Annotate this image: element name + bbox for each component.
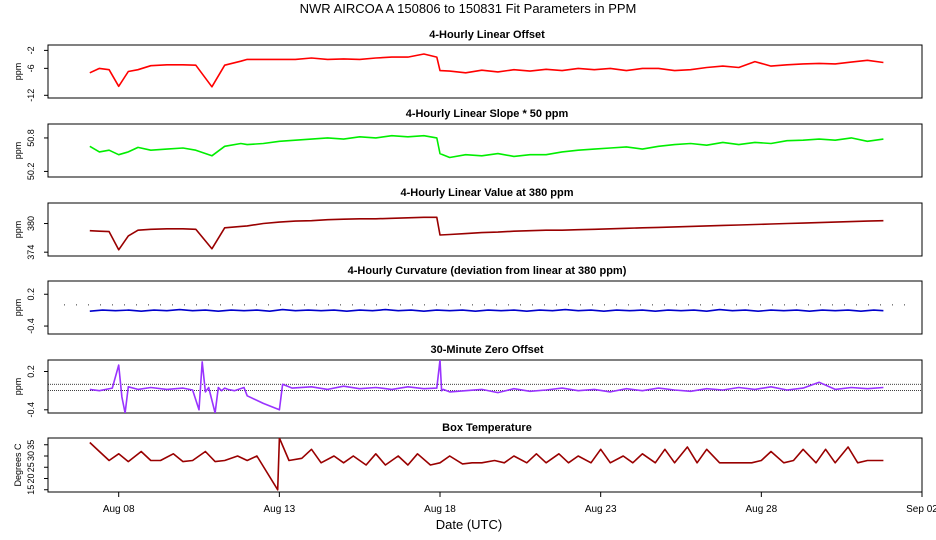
y-tick-label-temp: 35 (26, 440, 36, 450)
y-tick-label-temp: 30 (26, 451, 36, 461)
y-tick-label-temp: 15 (26, 485, 36, 495)
y-tick-label-slope: 50.2 (26, 163, 36, 181)
panel-frame-value (47, 202, 923, 257)
y-axis-label-zero: ppm (13, 378, 23, 396)
y-axis-label-curvature: ppm (13, 299, 23, 317)
y-tick-label-offset: -2 (26, 46, 36, 54)
panel-frame-temp (47, 437, 923, 493)
y-axis-label-slope: ppm (13, 142, 23, 160)
panel-title-offset: 4-Hourly Linear Offset (429, 29, 545, 41)
y-tick-label-zero: -0.4 (26, 402, 36, 418)
x-tick-label: Sep 02 (906, 504, 936, 515)
x-tick-label: Aug 08 (103, 504, 135, 515)
panel-title-zero: 30-Minute Zero Offset (430, 344, 543, 356)
series-line-slope (89, 134, 884, 159)
y-tick-label-offset: -6 (26, 64, 36, 72)
x-tick-label: Aug 18 (424, 504, 456, 515)
y-axis-label-value: ppm (13, 221, 23, 239)
series-line-curvature (89, 308, 884, 313)
y-tick-label-curvature: -0.4 (26, 318, 36, 334)
y-tick-label-zero: 0.2 (26, 365, 36, 378)
series-line-temp (89, 438, 884, 491)
y-tick-label-value: 374 (26, 245, 36, 260)
panel-frame-slope (47, 123, 923, 178)
panel-frame-offset (47, 44, 923, 99)
y-axis-label-offset: ppm (13, 63, 23, 81)
panel-frame-zero (47, 359, 923, 414)
y-tick-label-temp: 20 (26, 473, 36, 483)
panel-title-value: 4-Hourly Linear Value at 380 ppm (400, 187, 573, 199)
series-line-zero (89, 360, 884, 413)
x-tick-label: Aug 23 (585, 504, 617, 515)
series-line-offset (89, 53, 884, 88)
y-tick-label-value: 380 (26, 216, 36, 231)
panel-title-curvature: 4-Hourly Curvature (deviation from linea… (348, 265, 627, 277)
panel-frame-curvature (47, 280, 923, 335)
x-axis-title: Date (UTC) (435, 517, 503, 532)
x-tick-label: Aug 28 (745, 504, 777, 515)
y-tick-label-curvature: 0.2 (26, 288, 36, 301)
y-tick-label-slope: 50.8 (26, 129, 36, 147)
y-axis-label-temp: Degrees C (13, 443, 23, 487)
panel-title-slope: 4-Hourly Linear Slope * 50 ppm (406, 108, 569, 120)
y-tick-label-offset: -12 (26, 89, 36, 102)
page-title: NWR AIRCOA A 150806 to 150831 Fit Parame… (299, 1, 637, 16)
x-tick-label: Aug 13 (264, 504, 296, 515)
y-tick-label-temp: 25 (26, 462, 36, 472)
panel-title-temp: Box Temperature (442, 422, 532, 434)
series-line-value (89, 216, 884, 251)
